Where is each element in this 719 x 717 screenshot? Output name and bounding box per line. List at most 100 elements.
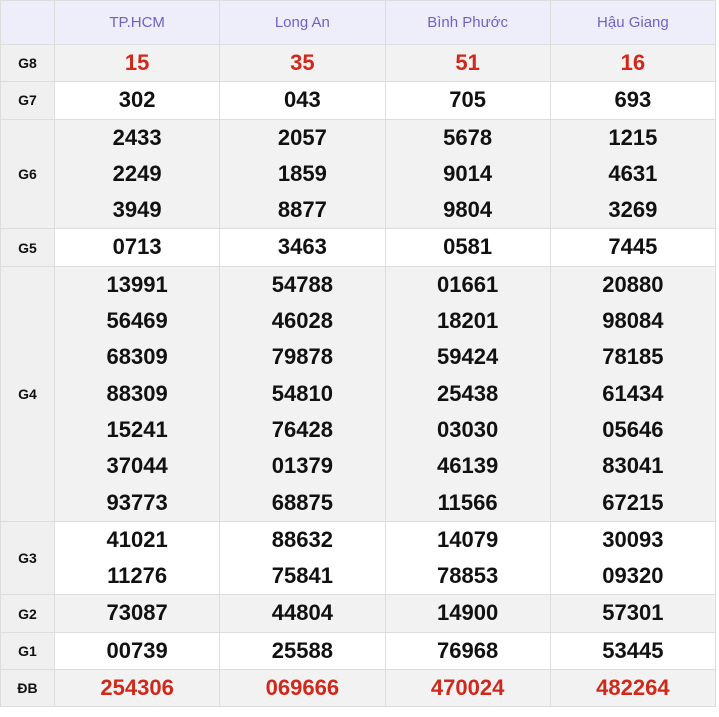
prize-number: 069666 (265, 675, 340, 701)
prize-number: 043 (284, 87, 321, 113)
prize-cell: 5678 9014 9804 (384, 118, 551, 230)
prize-cell: 15 (53, 43, 221, 83)
prize-number: 705 (449, 87, 486, 113)
prize-number: 93773 (106, 489, 168, 515)
prize-number: 2249 (112, 160, 162, 186)
prize-number: 14079 (437, 526, 499, 552)
prize-cell: 2057 1859 8877 (219, 118, 386, 230)
prize-number: 53445 (602, 637, 664, 663)
prize-cell: 7445 (549, 228, 717, 267)
prize-number: 8877 (277, 197, 327, 223)
prize-number: 01661 (437, 271, 499, 297)
prize-cell: 41021 11276 (53, 520, 221, 596)
column-header: Hậu Giang (549, 0, 717, 45)
prize-number: 73087 (106, 600, 168, 626)
prize-cell: 3463 (219, 228, 386, 267)
prize-number: 9804 (443, 197, 493, 223)
prize-number: 00739 (106, 637, 168, 663)
prize-number: 9014 (443, 160, 493, 186)
prize-cell: 470024 (384, 669, 551, 708)
prize-cell: 302 (53, 81, 221, 120)
prize-number: 15241 (106, 416, 168, 442)
prize-number: 57301 (602, 600, 664, 626)
prize-number: 14900 (437, 600, 499, 626)
prize-number: 3269 (608, 197, 658, 223)
prize-number: 56469 (106, 308, 168, 334)
prize-row: G2 73087 44804 14900 57301 (0, 594, 717, 633)
prize-cell: 1215 4631 3269 (549, 118, 717, 230)
prize-number: 2057 (277, 124, 327, 150)
prize-number: 51 (455, 50, 480, 75)
prize-number: 41021 (106, 526, 168, 552)
prize-number: 75841 (271, 563, 333, 589)
prize-number: 0713 (112, 234, 162, 260)
prize-number: 4631 (608, 160, 658, 186)
prize-cell: 35 (219, 43, 386, 83)
prize-number: 76968 (437, 637, 499, 663)
prize-cell: 482264 (549, 669, 717, 708)
prize-label: G1 (0, 631, 55, 671)
prize-number: 46139 (437, 453, 499, 479)
prize-number: 5678 (443, 124, 493, 150)
prize-number: 15 (124, 50, 150, 75)
column-header: TP.HCM (53, 0, 221, 45)
prize-number: 25588 (271, 637, 333, 663)
prize-cell: 57301 (549, 594, 717, 633)
prize-number: 3949 (112, 197, 162, 223)
prize-number: 7445 (608, 234, 658, 260)
prize-cell: 73087 (53, 594, 221, 633)
prize-number: 693 (614, 87, 652, 113)
prize-number: 79878 (271, 344, 333, 370)
prize-number: 03030 (437, 416, 499, 442)
prize-cell: 20880 98084 78185 61434 05646 83041 67215 (549, 265, 717, 522)
prize-number: 67215 (602, 489, 664, 515)
prize-cell: 51 (384, 43, 551, 83)
prize-number: 68309 (106, 344, 168, 370)
prize-row: G3 41021 11276 88632 75841 14079 78853 30093 093… (0, 520, 717, 596)
prize-cell: 54788 46028 79878 54810 76428 01379 68875 (219, 265, 386, 522)
prize-number: 30093 (602, 526, 664, 552)
prize-cell: 53445 (549, 631, 717, 671)
prize-number: 76428 (271, 416, 333, 442)
prize-number: 01379 (271, 453, 333, 479)
prize-row: G6 2433 2249 3949 2057 1859 8877 5678 9014 9804 12… (0, 118, 717, 230)
prize-row: G4 13991 56469 68309 88309 15241 37044 93773 547… (0, 265, 717, 522)
prize-number: 25438 (437, 380, 499, 406)
prize-cell: 30093 09320 (549, 520, 717, 596)
prize-label: ĐB (0, 669, 55, 708)
prize-number: 11566 (437, 489, 498, 515)
prize-number: 05646 (602, 416, 664, 442)
prize-number: 302 (118, 87, 156, 113)
prize-number: 09320 (602, 563, 664, 589)
prize-label: G6 (0, 118, 55, 230)
prize-cell: 705 (384, 81, 551, 120)
prize-number: 98084 (602, 308, 664, 334)
prize-cell: 069666 (219, 669, 386, 708)
prize-row: G7 302 043 705 693 (0, 81, 717, 120)
prize-number: 46028 (271, 308, 333, 334)
prize-label: G4 (0, 265, 55, 522)
prize-number: 61434 (602, 380, 664, 406)
corner (0, 0, 55, 45)
prize-number: 83041 (602, 453, 664, 479)
prize-row: G5 0713 3463 0581 7445 (0, 228, 717, 267)
prize-cell: 01661 18201 59424 25438 03030 46139 11566 (384, 265, 551, 522)
prize-number: 13991 (106, 271, 168, 297)
prize-cell: 0713 (53, 228, 221, 267)
prize-cell: 88632 75841 (219, 520, 386, 596)
prize-cell: 254306 (53, 669, 221, 708)
prize-cell: 00739 (53, 631, 221, 671)
prize-cell: 25588 (219, 631, 386, 671)
prize-cell: 693 (549, 81, 717, 120)
prize-cell: 043 (219, 81, 386, 120)
prize-number: 2433 (112, 124, 162, 150)
prize-label: G2 (0, 594, 55, 633)
prize-cell: 14900 (384, 594, 551, 633)
prize-label: G8 (0, 43, 55, 83)
prize-number: 470024 (430, 675, 505, 701)
prize-number: 1859 (277, 160, 327, 186)
prize-row: G8 15 35 51 16 (0, 43, 717, 83)
prize-number: 3463 (277, 234, 327, 260)
prize-row: G1 00739 25588 76968 53445 (0, 631, 717, 671)
